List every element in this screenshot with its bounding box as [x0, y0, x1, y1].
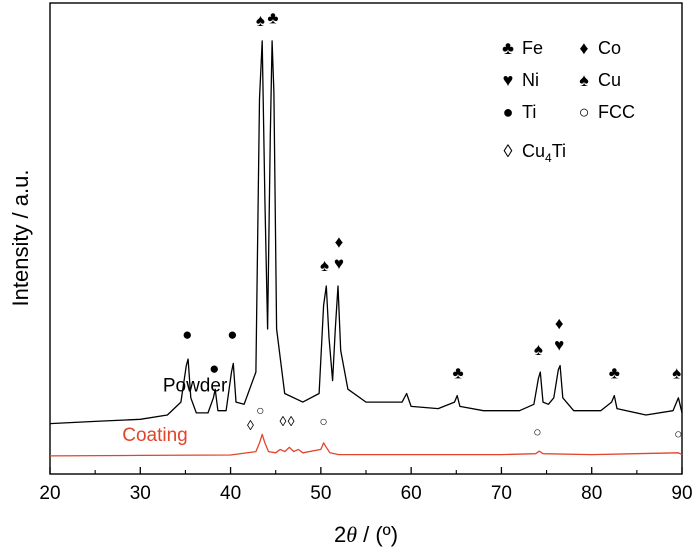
peak-marker-21: ○ — [533, 424, 541, 440]
peak-marker-0: ● — [182, 325, 192, 344]
peak-marker-18: ◊ — [279, 413, 286, 429]
legend-label-ni: Ni — [522, 70, 539, 90]
legend-label-ti: Ti — [522, 102, 536, 122]
x-tick-label-70: 70 — [491, 483, 512, 504]
y-axis-label: Intensity / a.u. — [8, 170, 33, 307]
legend-symbol-fcc: ○ — [579, 102, 590, 122]
legend-label-cu4: Cu4Ti — [522, 141, 566, 165]
peak-marker-15: ♠ — [672, 363, 681, 382]
x-tick-label-40: 40 — [220, 483, 241, 504]
x-tick-label-90: 90 — [671, 483, 692, 504]
peak-marker-19: ◊ — [288, 413, 295, 429]
legend-label-fe: Fe — [522, 38, 543, 58]
legend-label-cu: Cu — [598, 70, 621, 90]
series-label-powder: Powder — [163, 375, 228, 396]
peak-marker-10: ♣ — [453, 363, 464, 382]
peak-marker-2: ● — [227, 325, 237, 344]
legend-label-co: Co — [598, 38, 621, 58]
peak-marker-22: ○ — [674, 426, 682, 442]
x-tick-label-80: 80 — [581, 483, 602, 504]
peak-marker-9: ♥ — [334, 254, 344, 273]
peak-marker-1: ● — [209, 359, 219, 378]
peak-marker-3: ♠ — [256, 11, 265, 30]
peak-marker-17: ○ — [256, 402, 264, 418]
peak-marker-8: ♦ — [335, 232, 344, 251]
legend-symbol-ni: ♥ — [503, 70, 514, 90]
peak-marker-13: ♥ — [554, 336, 564, 355]
legend-symbol-fe: ♣ — [502, 38, 514, 58]
peak-marker-7: ♠ — [320, 256, 329, 275]
series-label-coating: Coating — [122, 425, 188, 446]
peak-marker-6: ♣ — [267, 9, 278, 28]
legend-symbol-cu: ◊ — [504, 141, 513, 161]
peak-marker-14: ♣ — [609, 363, 620, 382]
x-tick-label-30: 30 — [130, 483, 151, 504]
x-tick-label-50: 50 — [310, 483, 331, 504]
peak-marker-5: ♥ — [268, 0, 278, 4]
legend-label-fcc: FCC — [598, 102, 635, 122]
legend-symbol-co: ♦ — [579, 38, 588, 58]
x-tick-label-60: 60 — [401, 483, 422, 504]
x-tick-label-20: 20 — [39, 483, 60, 504]
legend-symbol-cu: ♠ — [579, 70, 589, 90]
peak-marker-16: ◊ — [247, 417, 254, 433]
peak-marker-12: ♦ — [555, 314, 564, 333]
peak-marker-20: ○ — [319, 413, 327, 429]
series-line-coating — [49, 433, 683, 457]
x-axis-label: 2θ / (º) — [334, 522, 398, 547]
peak-marker-11: ♠ — [534, 340, 543, 359]
legend-symbol-ti: ● — [503, 102, 514, 122]
series-line-powder — [49, 40, 683, 425]
